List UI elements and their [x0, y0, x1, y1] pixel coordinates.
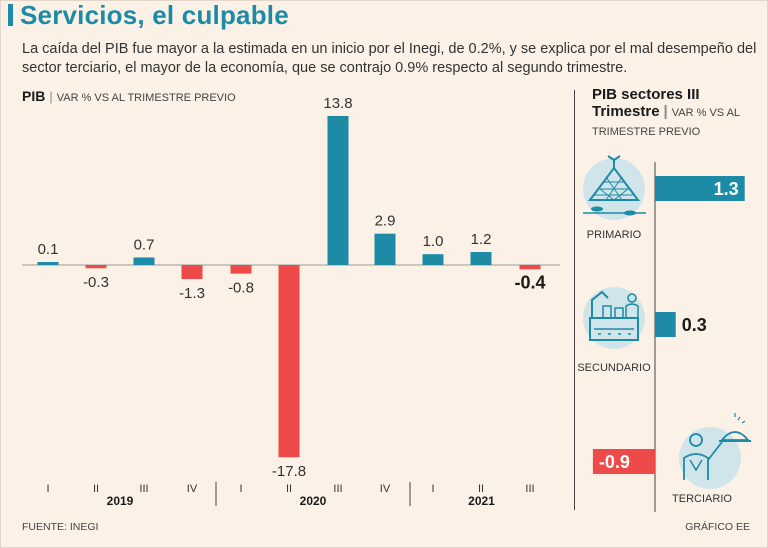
data-label-10: -0.4: [514, 272, 545, 292]
page-subtitle: La caída del PIB fue mayor a la estimada…: [22, 41, 757, 76]
tick-label-2: III: [139, 483, 148, 495]
bar-4: [230, 265, 252, 274]
bar-5: [278, 265, 300, 458]
data-label-1: -0.3: [83, 274, 109, 291]
sector-value-1: 0.3: [682, 315, 707, 335]
bar-1: [85, 265, 107, 269]
waiter-head: [689, 433, 703, 447]
fishing-net-icon: [583, 155, 646, 220]
net-hook: [607, 155, 621, 168]
data-label-2: 0.7: [134, 236, 155, 253]
bar-10: [519, 265, 541, 270]
main-chart-heading: PIB | VAR % VS AL TRIMESTRE PREVIO: [22, 88, 236, 104]
side-chart-label-1: PIB sectores III: [592, 86, 700, 103]
tick-label-3: IV: [187, 483, 198, 495]
data-label-6: 13.8: [323, 95, 352, 112]
year-label-1: 2020: [300, 494, 327, 508]
side-chart-heading: PIB sectores III Trimestre | VAR % VS AL T…: [592, 86, 740, 138]
data-label-0: 0.1: [38, 241, 59, 258]
sector-label-0: PRIMARIO: [587, 229, 642, 241]
page-title: Servicios, el culpable: [20, 0, 289, 30]
section-divider: [574, 90, 575, 510]
sector-label-2: TERCIARIO: [672, 493, 732, 505]
net-mesh: [594, 176, 634, 201]
bar-0: [37, 262, 59, 265]
tick-label-1: II: [93, 483, 99, 495]
side-chart-label-2: Trimestre: [592, 103, 660, 120]
tick-label-10: III: [525, 483, 534, 495]
tick-label-5: II: [286, 483, 292, 495]
tick-label-8: I: [431, 483, 434, 495]
data-label-8: 1.0: [423, 233, 444, 250]
year-label-0: 2019: [107, 494, 134, 508]
bar-6: [327, 115, 349, 266]
title-accent-bar: [8, 4, 13, 26]
robot-arm: [591, 290, 609, 318]
steam: [734, 413, 746, 424]
bar-2: [133, 257, 155, 265]
tick-label-7: IV: [380, 483, 391, 495]
source-note: FUENTE: INEGI: [22, 521, 99, 533]
waiter-service-icon: [679, 413, 751, 489]
worker-body: [625, 303, 639, 318]
bar-3: [181, 265, 203, 280]
bar-9: [470, 252, 492, 265]
main-chart-unit: VAR % VS AL TRIMESTRE PREVIO: [56, 92, 236, 104]
graphic-credit: GRÁFICO EE: [685, 521, 750, 533]
fish-1: [591, 206, 603, 212]
sector-bar-2: [592, 449, 655, 474]
data-label-3: -1.3: [179, 285, 205, 302]
tick-label-4: I: [239, 483, 242, 495]
worker-head: [627, 293, 637, 303]
box-2: [614, 307, 624, 319]
year-label-2: 2021: [468, 494, 495, 508]
sector-bar-1: [655, 312, 676, 337]
conveyor-body: [589, 317, 639, 341]
waiter-body: [683, 453, 709, 480]
data-label-7: 2.9: [375, 213, 396, 230]
tick-label-6: III: [333, 483, 342, 495]
sector-value-0: 1.3: [714, 179, 739, 199]
sector-label-1: SECUNDARIO: [577, 362, 651, 374]
side-chart-unit: VAR % VS AL TRIMESTRE PREVIO: [592, 107, 740, 138]
sector-bar-0: [655, 176, 745, 201]
box-1: [602, 305, 612, 319]
bar-8: [422, 254, 444, 265]
waiter-collar: [689, 459, 703, 472]
bar-7: [374, 233, 396, 265]
main-chart-label: PIB: [22, 88, 46, 104]
factory-icon: [583, 287, 645, 349]
sector-value-2: -0.9: [599, 452, 630, 472]
tick-label-9: II: [478, 483, 484, 495]
cloche: [720, 431, 750, 441]
data-label-9: 1.2: [471, 231, 492, 248]
tick-label-0: I: [46, 483, 49, 495]
conveyor-belt: [594, 328, 634, 335]
data-label-5: -17.8: [272, 463, 306, 480]
waiter-arm: [707, 441, 723, 461]
data-label-4: -0.8: [228, 280, 254, 297]
